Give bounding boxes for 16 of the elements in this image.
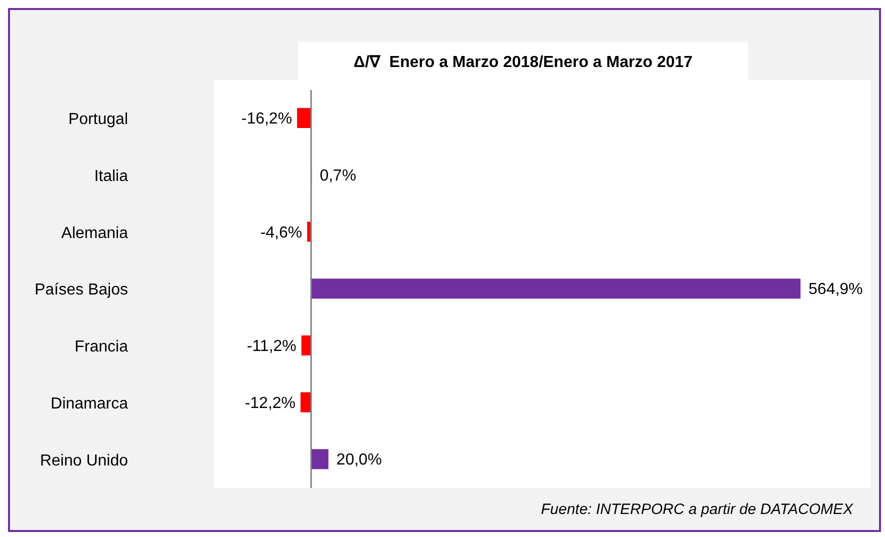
y-tick-label: Francia — [74, 338, 128, 356]
source-note: Fuente: INTERPORC a partir de DATACOMEX — [540, 501, 853, 518]
y-tick-label: Alemania — [61, 224, 128, 242]
y-tick-label: Países Bajos — [34, 282, 128, 299]
data-label: -12,2% — [244, 394, 296, 412]
y-tick-label: Dinamarca — [50, 395, 128, 412]
data-label: -16,2% — [241, 110, 292, 128]
data-label: -11,2% — [246, 338, 296, 356]
y-tick-label: Reino Unido — [40, 452, 128, 470]
y-tick-label: Italia — [94, 168, 128, 185]
y-tick-label: Portugal — [68, 111, 128, 128]
data-label: -4,6% — [260, 224, 302, 242]
chart-title: Δ/∇ Enero a Marzo 2018/Enero a Marzo 2017 — [298, 42, 748, 82]
data-label: 20,0% — [336, 452, 382, 469]
data-label: 0,7% — [320, 167, 356, 184]
data-label: 564,9% — [808, 281, 863, 298]
